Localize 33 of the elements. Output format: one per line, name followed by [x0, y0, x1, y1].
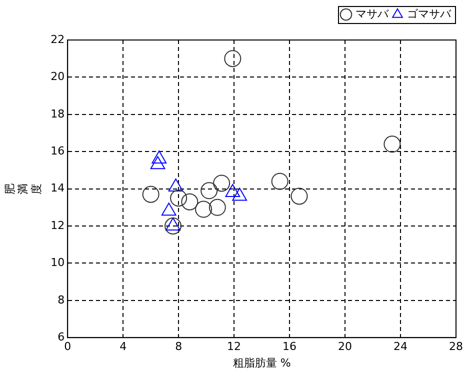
point [384, 136, 401, 153]
point [271, 172, 288, 190]
point [142, 186, 160, 203]
y-tick-label: 8 [58, 293, 65, 306]
x-tick-label: 8 [175, 340, 182, 354]
point [290, 188, 308, 205]
point [224, 50, 242, 68]
y-tick-label: 20 [50, 70, 65, 84]
legend-label: ゴマサバ [407, 7, 452, 20]
y-tick-label: 18 [50, 107, 65, 120]
x-tick-label: 16 [282, 340, 297, 354]
y-tick-label: 6 [58, 330, 65, 344]
x-tick-label: 20 [338, 340, 352, 354]
y-tick-label: 10 [50, 256, 65, 270]
x-tick-label: 28 [449, 340, 463, 354]
legend-label: マサバ [356, 7, 390, 20]
y-tick-label: 12 [50, 218, 65, 232]
x-tick-label: 24 [394, 340, 408, 354]
y-tick-label: 14 [50, 182, 65, 195]
point [181, 193, 198, 210]
point [170, 190, 188, 207]
point [200, 182, 218, 200]
point [213, 174, 230, 192]
x-tick-label: 12 [227, 340, 242, 354]
x-tick-label: 0 [64, 340, 72, 354]
y-axis-title: 肥満度 [3, 183, 43, 194]
point [195, 200, 212, 218]
x-tick-label: 4 [120, 340, 127, 354]
x-axis-title: 粗脂肪量 % [232, 356, 291, 370]
point [164, 218, 182, 234]
y-tick-label: 22 [50, 32, 65, 46]
y-tick-label: 16 [50, 144, 65, 158]
point [208, 198, 226, 216]
